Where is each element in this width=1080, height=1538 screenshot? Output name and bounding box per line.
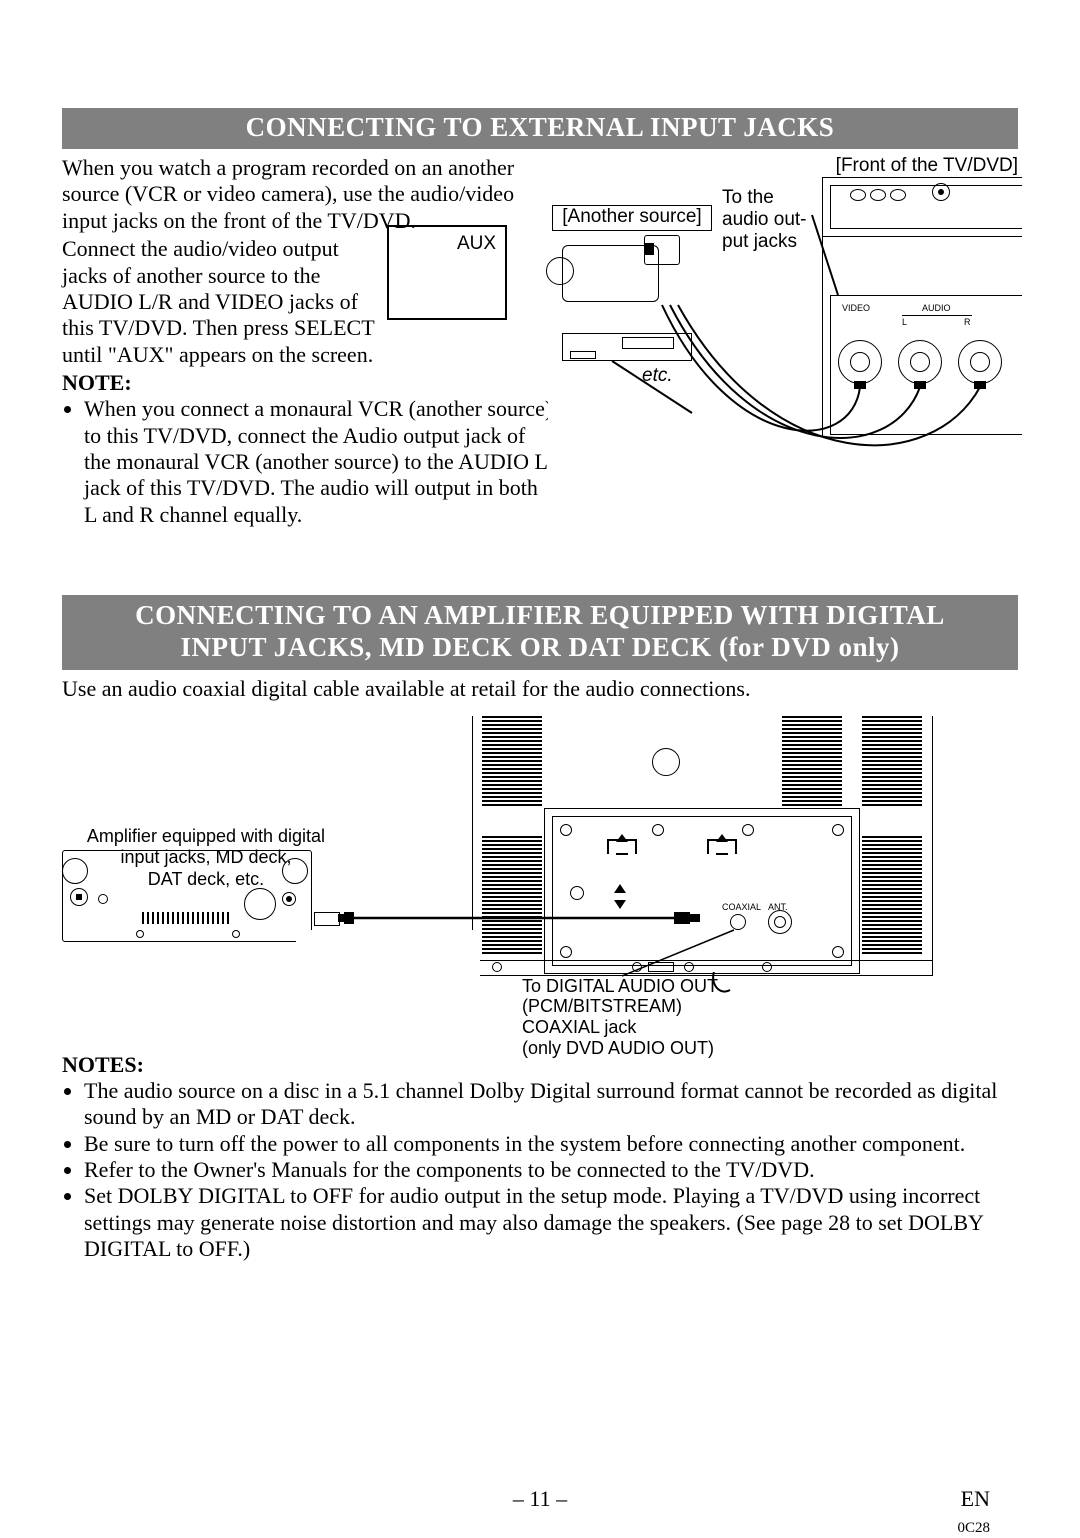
input-jacks-diagram: [Front of the TV/DVD] [Another source] T… [552,155,1022,475]
section1-body: When you watch a program recorded on an … [62,155,1018,515]
aux-label: AUX [457,233,496,255]
section2-note-4: Set DOLBY DIGITAL to OFF for audio outpu… [84,1183,1044,1262]
section2-banner: CONNECTING TO AN AMPLIFIER EQUIPPED WITH… [62,595,1018,670]
footer-lang: EN [961,1486,990,1511]
section2-note-3: Refer to the Owner's Manuals for the com… [84,1157,1044,1183]
section2-note-1: The audio source on a disc in a 5.1 chan… [84,1078,1044,1131]
to-coax-output-l4: (only DVD AUDIO OUT) [522,1038,714,1058]
av-cable-icon [552,155,1022,475]
footer-code: 0C28 [957,1520,990,1536]
page-number: – 11 – [0,1486,1080,1512]
section2-lead: Use an audio coaxial digital cable avail… [62,676,1018,702]
section2-banner-line2: INPUT JACKS, MD DECK OR DAT DECK (for DV… [62,631,1018,663]
manual-page: CONNECTING TO EXTERNAL INPUT JACKS When … [0,0,1080,1526]
section1-intro-para: When you watch a program recorded on an … [62,155,532,234]
section1-note-bullet: When you connect a monaural VCR (another… [84,396,554,528]
section2-banner-line1: CONNECTING TO AN AMPLIFIER EQUIPPED WITH… [62,599,1018,631]
section2-notes: The audio source on a disc in a 5.1 chan… [62,1078,1018,1263]
section2-note-2: Be sure to turn off the power to all com… [84,1131,1044,1157]
section1-connect-para: Connect the audio/video output jacks of … [62,236,382,368]
coaxial-diagram: COAXIAL ANT. Amplifier equipped with dig… [62,716,1022,1036]
section1-banner: CONNECTING TO EXTERNAL INPUT JACKS [62,108,1018,149]
